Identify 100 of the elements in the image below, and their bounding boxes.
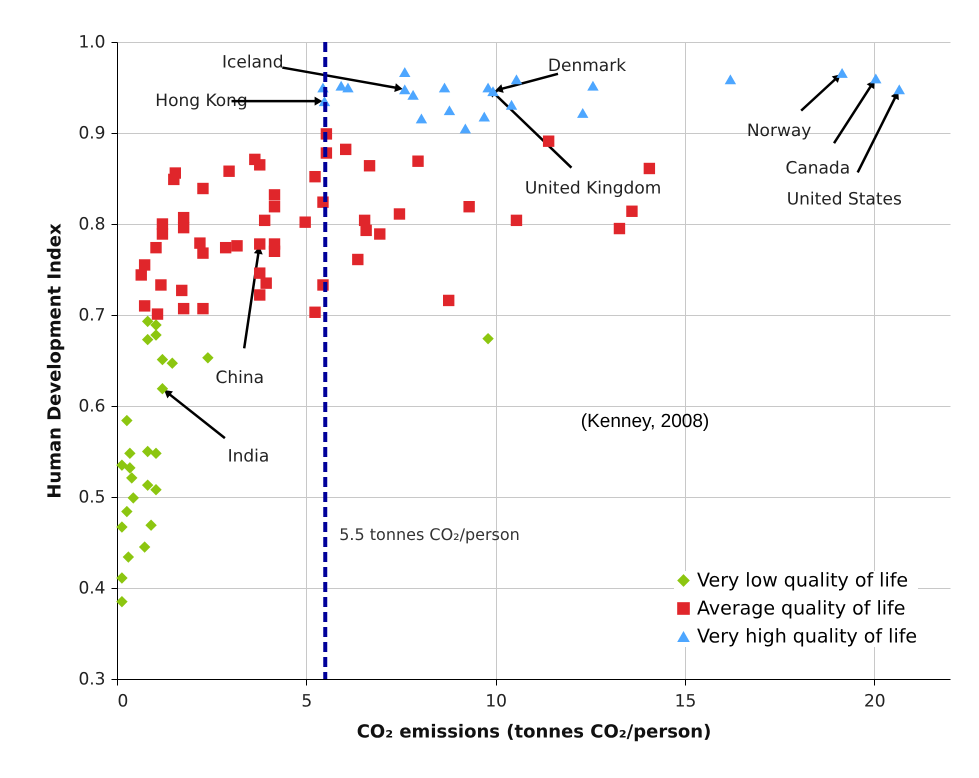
- point: [145, 520, 157, 531]
- point: [724, 74, 736, 84]
- point: [254, 289, 266, 301]
- x-axis-title: CO₂ emissions (tonnes CO₂/person): [356, 722, 712, 742]
- point: [197, 302, 209, 314]
- point: [399, 67, 410, 77]
- point: [463, 201, 475, 212]
- legend-label: Average quality of life: [697, 598, 906, 620]
- point: [438, 82, 450, 92]
- point: [128, 492, 139, 504]
- point: [231, 240, 243, 252]
- point: [894, 84, 905, 94]
- point: [155, 279, 167, 291]
- point: [150, 448, 162, 460]
- point: [360, 224, 372, 236]
- point: [309, 170, 321, 182]
- y-tick-label: 0.8: [78, 214, 106, 234]
- point: [352, 254, 364, 266]
- point: [116, 572, 128, 584]
- point: [478, 112, 490, 122]
- y-tick-label: 0.3: [78, 670, 106, 690]
- point: [542, 135, 554, 147]
- point: [309, 306, 321, 318]
- point: [142, 446, 154, 458]
- x-tick-label: 15: [674, 692, 696, 712]
- point: [268, 189, 280, 201]
- point: [444, 105, 456, 116]
- x-tick-label: 10: [485, 692, 507, 712]
- point: [178, 222, 190, 234]
- point: [254, 267, 266, 279]
- annotation: (Kenney, 2008): [580, 411, 710, 432]
- point: [138, 259, 150, 271]
- point: [587, 80, 599, 91]
- ref-line-label: 5.5 tonnes CO₂/person: [339, 525, 520, 544]
- point: [510, 214, 522, 226]
- annotation: Iceland: [222, 52, 284, 72]
- y-tick-label: 0.5: [78, 488, 106, 508]
- x-tick-label: 0: [118, 692, 128, 712]
- point: [156, 354, 168, 366]
- point: [442, 294, 454, 306]
- point: [342, 82, 354, 92]
- point: [258, 214, 270, 226]
- point: [412, 156, 424, 167]
- point: [254, 238, 266, 250]
- point: [223, 166, 235, 177]
- point: [506, 100, 518, 110]
- point: [197, 247, 209, 259]
- point: [166, 358, 178, 369]
- point: [407, 90, 419, 100]
- point: [577, 108, 588, 118]
- point: [176, 284, 188, 296]
- point: [487, 86, 499, 96]
- annotation: United Kingdom: [524, 178, 662, 198]
- point: [460, 124, 472, 134]
- y-axis-title: Human Development Index: [44, 222, 66, 499]
- point: [394, 208, 406, 220]
- legend-label: Very high quality of life: [697, 626, 918, 648]
- point: [121, 414, 133, 426]
- point: [268, 246, 280, 257]
- point: [194, 237, 206, 249]
- point: [124, 462, 136, 474]
- legend-label: Very low quality of life: [697, 570, 908, 592]
- y-tick-label: 0.7: [78, 306, 106, 326]
- point: [340, 144, 352, 156]
- point: [626, 206, 638, 217]
- point: [510, 74, 522, 84]
- point: [142, 479, 154, 491]
- point: [364, 160, 376, 172]
- point: [299, 216, 311, 228]
- point: [416, 114, 428, 124]
- x-tick-label: 5: [301, 692, 312, 712]
- point: [870, 73, 882, 84]
- point: [374, 228, 386, 240]
- point: [614, 222, 626, 234]
- point: [152, 308, 164, 320]
- point: [150, 484, 162, 496]
- point: [836, 68, 848, 78]
- point: [136, 269, 147, 281]
- x-tick-label: 20: [864, 692, 886, 712]
- point: [150, 319, 162, 331]
- point: [124, 448, 136, 460]
- point: [142, 316, 154, 328]
- y-tick-label: 0.6: [78, 396, 106, 416]
- y-tick-label: 0.9: [78, 124, 106, 144]
- point: [116, 596, 128, 608]
- point: [150, 242, 162, 254]
- point: [168, 174, 180, 186]
- point: [122, 551, 134, 563]
- point: [178, 302, 190, 314]
- annotation: United States: [786, 189, 902, 210]
- annotation: Denmark: [548, 56, 626, 76]
- annotation: China: [215, 368, 264, 388]
- point: [482, 332, 494, 344]
- point: [150, 329, 162, 341]
- point: [138, 541, 150, 553]
- point: [644, 162, 656, 174]
- y-tick-label: 0.4: [78, 578, 106, 598]
- point: [399, 84, 410, 94]
- point: [116, 459, 128, 471]
- point: [202, 352, 214, 364]
